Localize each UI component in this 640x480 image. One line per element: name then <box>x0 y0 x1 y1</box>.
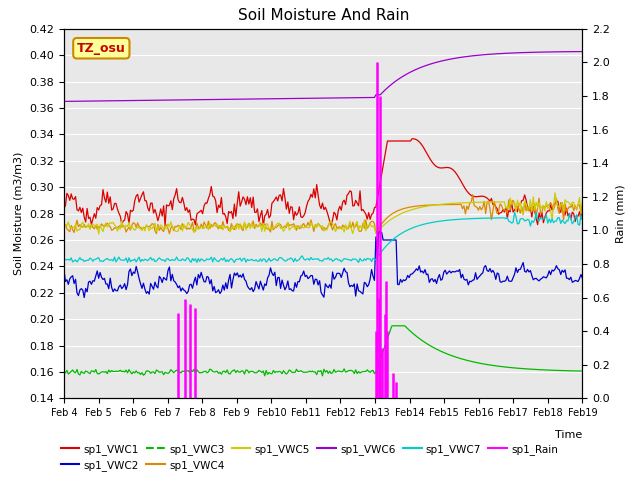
Legend: sp1_VWC1, sp1_VWC2, sp1_VWC3, sp1_VWC4, sp1_VWC5, sp1_VWC6, sp1_VWC7, sp1_Rain: sp1_VWC1, sp1_VWC2, sp1_VWC3, sp1_VWC4, … <box>56 439 563 475</box>
Title: Soil Moisture And Rain: Soil Moisture And Rain <box>237 9 409 24</box>
Y-axis label: Rain (mm): Rain (mm) <box>616 184 625 243</box>
Text: Time: Time <box>555 430 582 440</box>
Text: TZ_osu: TZ_osu <box>77 42 125 55</box>
Y-axis label: Soil Moisture (m3/m3): Soil Moisture (m3/m3) <box>14 152 24 276</box>
